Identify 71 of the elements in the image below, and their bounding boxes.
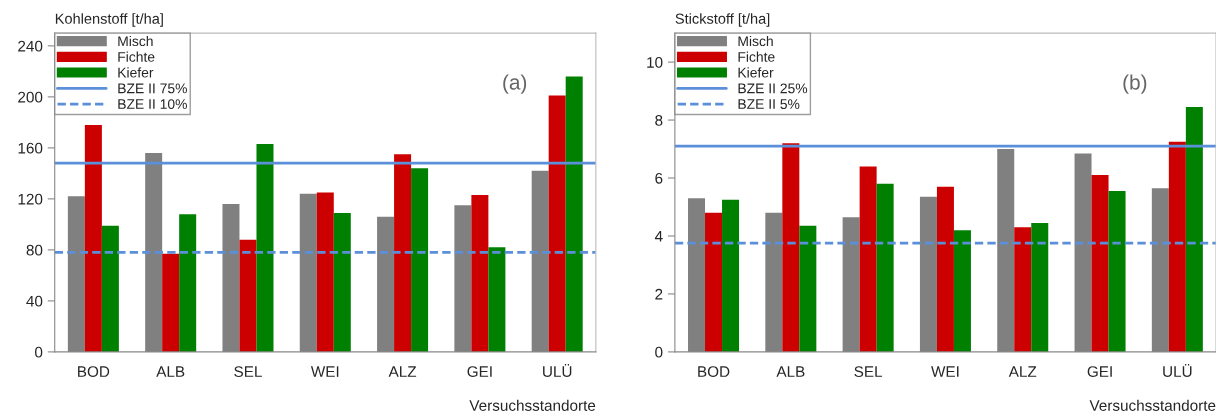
y-tick-label: 80: [26, 244, 43, 256]
bar: [411, 168, 429, 352]
bar: [179, 214, 197, 352]
bar: [876, 183, 894, 352]
bar: [394, 154, 412, 352]
annotation: (a): [503, 74, 527, 94]
bar: [953, 230, 971, 352]
bar: [471, 195, 489, 352]
legend-label: Fichte: [738, 51, 775, 62]
bar: [1014, 227, 1032, 352]
y-tick-label: 4: [654, 231, 663, 242]
legend-label: Kiefer: [738, 67, 774, 78]
x-tick-label: BOD: [698, 366, 730, 378]
x-tick-label: ALB: [156, 366, 185, 377]
bar: [316, 192, 334, 352]
bar: [705, 212, 723, 352]
bar: [859, 166, 877, 352]
y-axis-title: Stickstoff [t/ha]: [675, 13, 770, 27]
bar: [84, 124, 102, 352]
x-tick-label: BOD: [78, 366, 110, 378]
y-tick-label: 120: [18, 193, 43, 205]
x-tick-label: WEI: [931, 366, 959, 377]
x-tick-label: GEI: [1087, 366, 1112, 378]
legend-label: Misch: [738, 35, 773, 47]
bar: [936, 186, 954, 352]
y-tick-label: 0: [35, 346, 43, 358]
x-tick-label: SEL: [854, 366, 883, 378]
bar: [1091, 175, 1109, 352]
bar: [333, 212, 351, 352]
bar: [548, 95, 566, 352]
bar: [239, 239, 257, 352]
x-tick-label: ALZ: [1008, 366, 1037, 377]
annotation: (b): [1123, 74, 1147, 94]
legend-label: BZE II 5%: [738, 99, 800, 109]
y-tick-label: 2: [655, 288, 663, 300]
y-tick-label: 40: [26, 295, 43, 307]
y-axis-title: Kohlenstoff [t/ha]: [55, 13, 163, 27]
y-tick-label: 6: [655, 172, 663, 184]
legend-label: Kiefer: [118, 67, 154, 78]
bar: [1185, 107, 1203, 352]
x-axis-title: Versuchsstandorte: [469, 399, 596, 411]
y-tick-label: 240: [18, 40, 43, 52]
x-tick-label: GEI: [467, 366, 492, 378]
bar: [1108, 191, 1126, 352]
bar: [782, 143, 800, 352]
x-axis-title: Versuchsstandorte: [1089, 399, 1216, 411]
x-tick-label: SEL: [234, 366, 262, 378]
bar: [1168, 141, 1186, 352]
y-tick-label: 200: [18, 91, 43, 103]
legend-label: BZE II 10%: [118, 99, 187, 109]
y-tick-label: 0: [655, 346, 663, 358]
x-tick-label: ALB: [776, 366, 805, 377]
legend-label: Misch: [118, 35, 153, 47]
bar: [256, 144, 274, 352]
bar: [722, 199, 740, 352]
legend-label: BZE II 75%: [118, 83, 187, 94]
y-tick-label: 8: [655, 114, 663, 126]
legend-label: Fichte: [118, 51, 155, 62]
bar: [799, 225, 817, 352]
x-tick-label: ULÜ: [1163, 364, 1192, 378]
legend-label: BZE II 25%: [738, 83, 808, 94]
x-tick-label: ALZ: [388, 366, 417, 377]
x-tick-label: WEI: [310, 366, 339, 377]
bar: [488, 247, 506, 352]
y-tick-label: 10: [647, 56, 663, 68]
bar: [162, 253, 180, 352]
bar: [101, 225, 119, 352]
y-tick-label: 160: [18, 142, 43, 154]
bar: [1031, 222, 1049, 352]
x-tick-label: ULÜ: [543, 364, 572, 378]
bar: [565, 76, 583, 352]
